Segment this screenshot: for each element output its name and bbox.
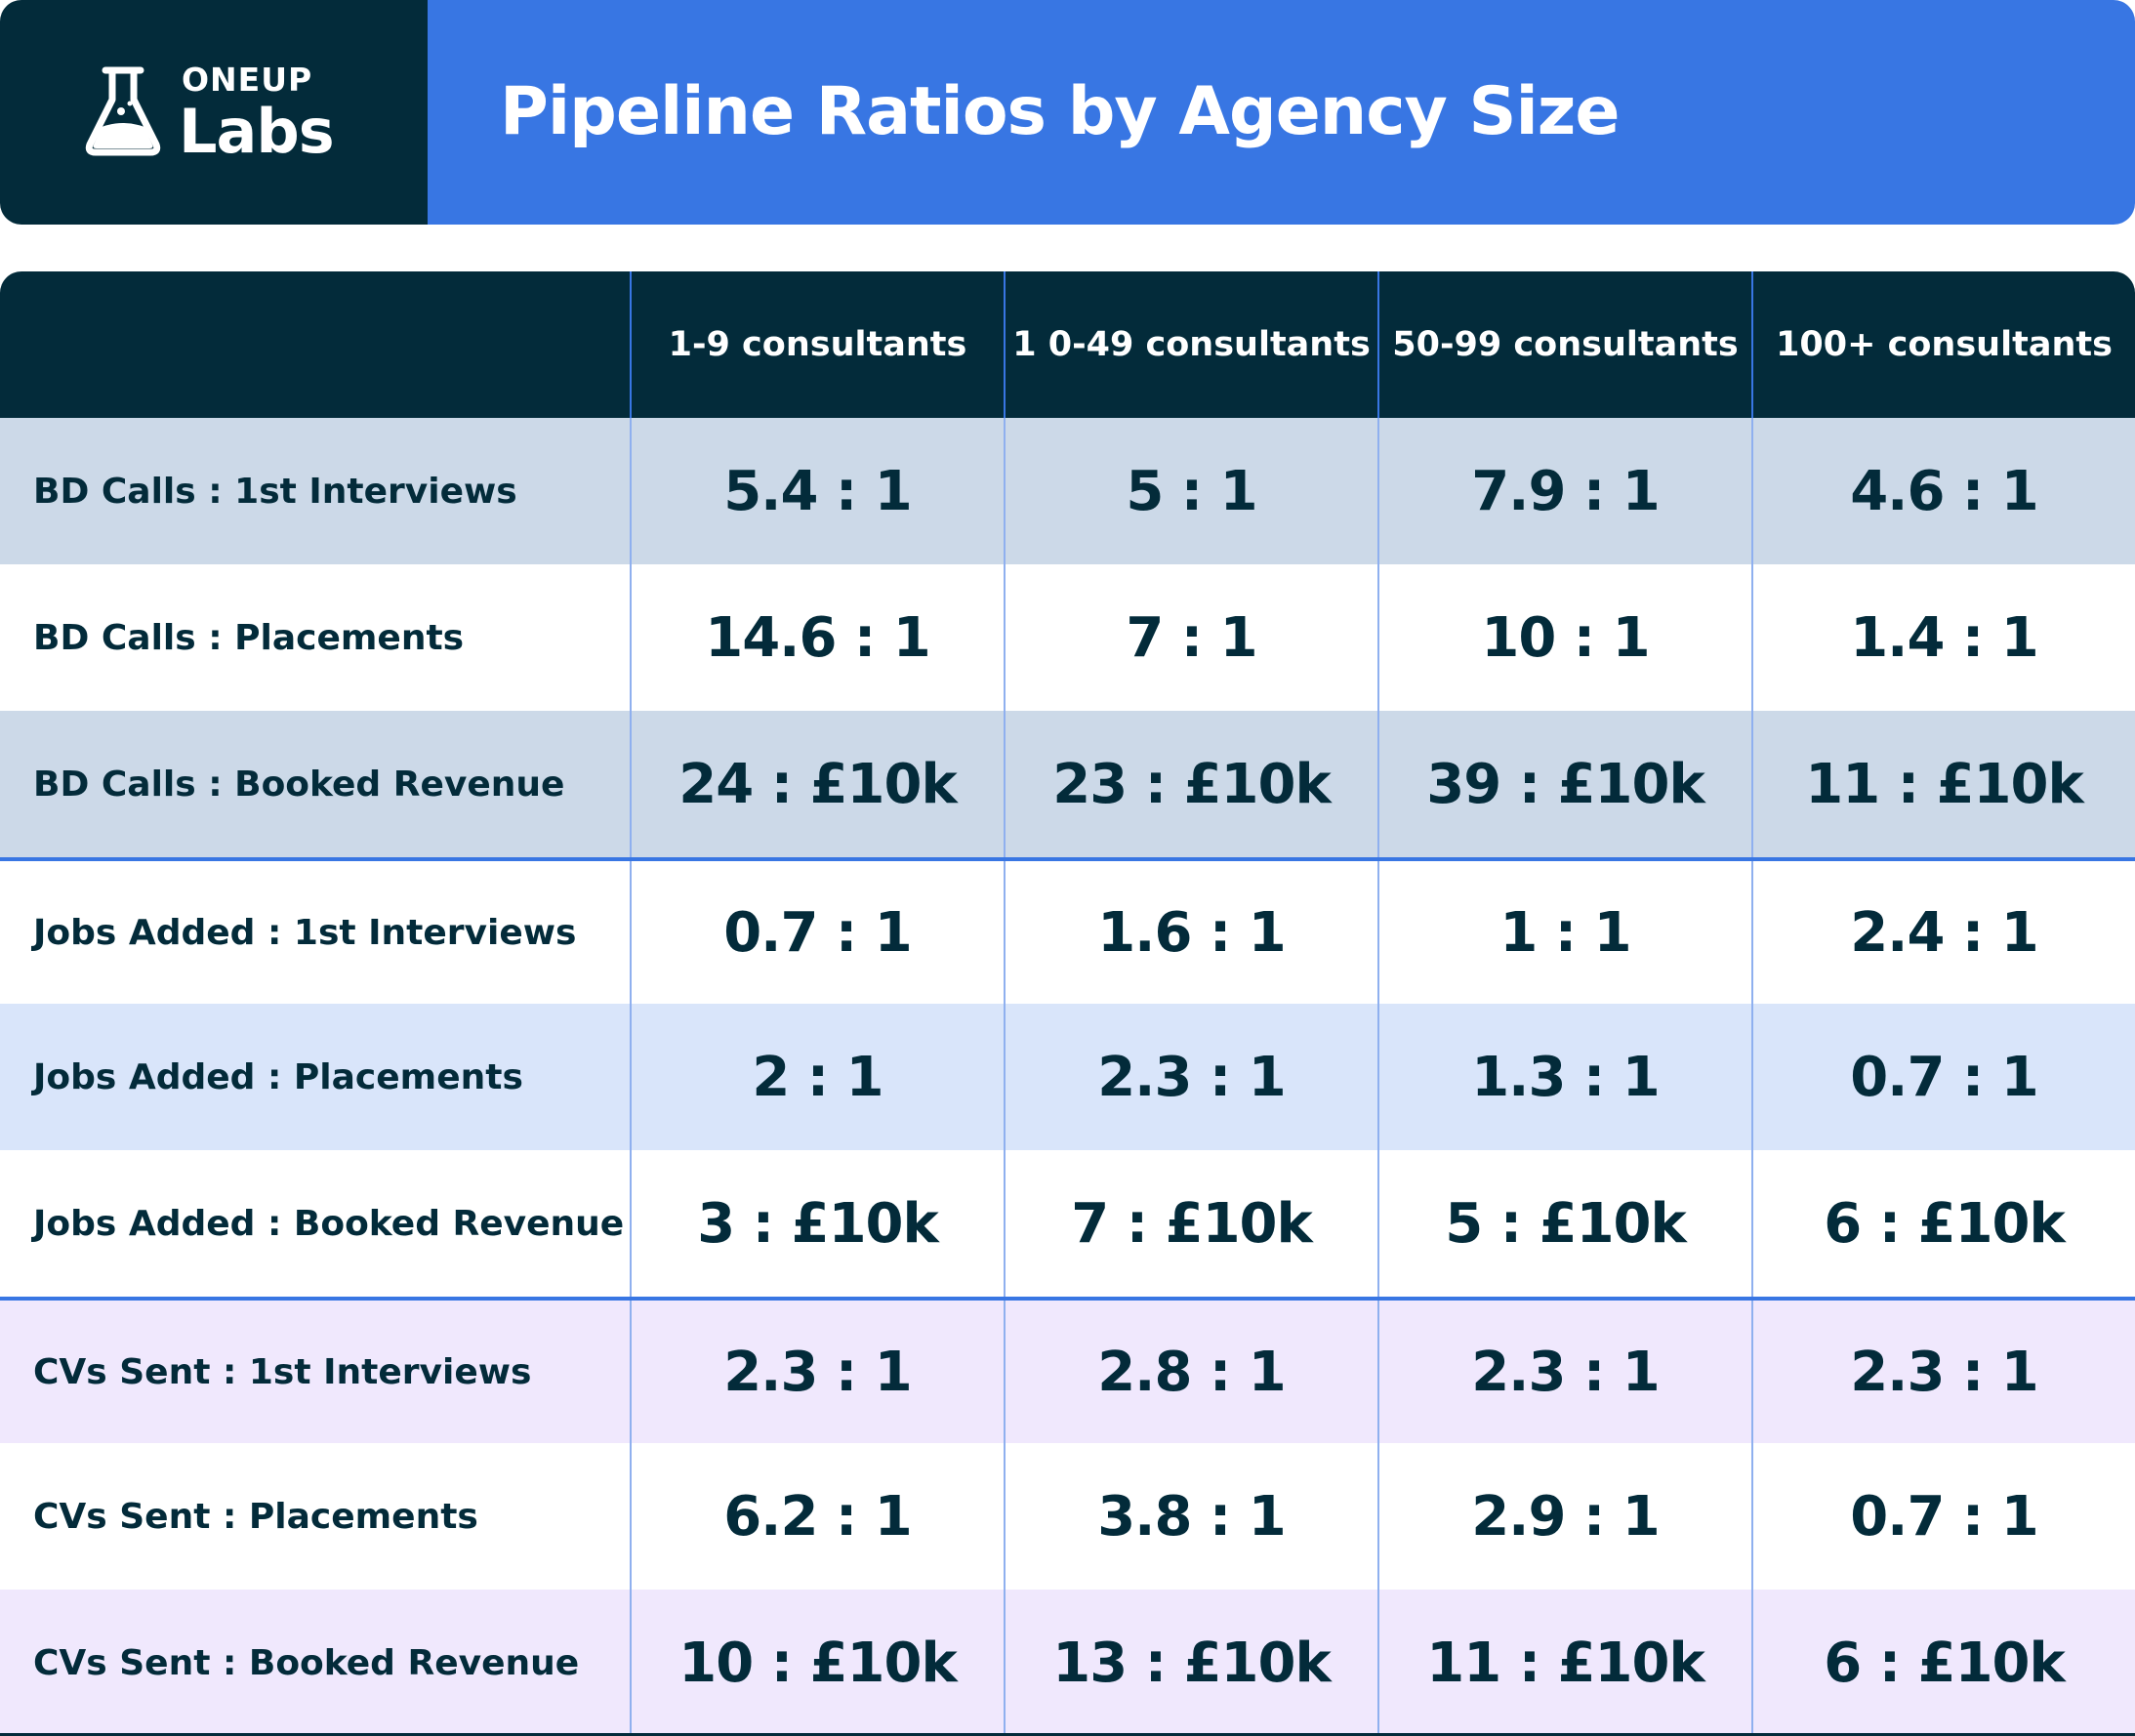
brand-top-text: ONEUP — [182, 61, 313, 99]
row-label: CVs Sent : Placements — [33, 1496, 478, 1537]
ratio-cell: 24 : £10k — [630, 711, 1004, 857]
title-bar: Pipeline Ratios by Agency Size — [428, 0, 2135, 225]
ratio-cell: 6 : £10k — [1751, 1590, 2135, 1736]
brand-logo: ONEUP Labs — [0, 0, 428, 225]
ratio-cell: 7 : £10k — [1004, 1150, 1377, 1297]
table-row: BD Calls : 1st Interviews 5.4 : 1 5 : 1 … — [0, 418, 2135, 564]
ratio-cell: 2.9 : 1 — [1377, 1443, 1751, 1590]
column-header-1-9: 1-9 consultants — [630, 271, 1004, 418]
row-label: Jobs Added : Booked Revenue — [33, 1203, 625, 1244]
ratio-cell: 7 : 1 — [1004, 564, 1377, 711]
ratio-cell: 3 : £10k — [630, 1150, 1004, 1297]
ratio-cell: 2.8 : 1 — [1004, 1301, 1377, 1443]
table-row: CVs Sent : Placements 6.2 : 1 3.8 : 1 2.… — [0, 1443, 2135, 1590]
column-header-10-49: 1 0-49 consultants — [1004, 271, 1377, 418]
row-label: CVs Sent : 1st Interviews — [33, 1351, 532, 1392]
ratio-cell: 10 : £10k — [630, 1590, 1004, 1736]
row-label: BD Calls : Placements — [33, 617, 465, 658]
ratio-cell: 2.3 : 1 — [1751, 1301, 2135, 1443]
ratio-cell: 23 : £10k — [1004, 711, 1377, 857]
page-title: Pipeline Ratios by Agency Size — [500, 73, 1620, 150]
brand-main-text: Labs — [179, 96, 335, 167]
ratio-cell: 1.3 : 1 — [1377, 1004, 1751, 1150]
ratio-cell: 2.3 : 1 — [1004, 1004, 1377, 1150]
row-label: Jobs Added : Placements — [33, 1056, 523, 1097]
row-label: Jobs Added : 1st Interviews — [33, 912, 577, 953]
table-row: Jobs Added : Placements 2 : 1 2.3 : 1 1.… — [0, 1004, 2135, 1150]
column-header-50-99: 50-99 consultants — [1377, 271, 1751, 418]
ratios-table: 1-9 consultants 1 0-49 consultants 50-99… — [0, 271, 2135, 1736]
ratio-cell: 2 : 1 — [630, 1004, 1004, 1150]
ratio-cell: 5.4 : 1 — [630, 418, 1004, 564]
ratio-cell: 13 : £10k — [1004, 1590, 1377, 1736]
ratio-cell: 0.7 : 1 — [1751, 1004, 2135, 1150]
ratio-cell: 7.9 : 1 — [1377, 418, 1751, 564]
table-row: BD Calls : Booked Revenue 24 : £10k 23 :… — [0, 711, 2135, 857]
ratio-cell: 2.3 : 1 — [1377, 1301, 1751, 1443]
ratio-cell: 5 : £10k — [1377, 1150, 1751, 1297]
row-label: CVs Sent : Booked Revenue — [33, 1642, 580, 1683]
table-row: BD Calls : Placements 14.6 : 1 7 : 1 10 … — [0, 564, 2135, 711]
column-header-100-plus: 100+ consultants — [1751, 271, 2135, 418]
ratio-cell: 5 : 1 — [1004, 418, 1377, 564]
header-banner: ONEUP Labs Pipeline Ratios by Agency Siz… — [0, 0, 2135, 225]
ratio-cell: 6.2 : 1 — [630, 1443, 1004, 1590]
flask-icon — [85, 66, 161, 156]
ratio-cell: 2.4 : 1 — [1751, 861, 2135, 1004]
ratio-cell: 10 : 1 — [1377, 564, 1751, 711]
table-row: CVs Sent : Booked Revenue 10 : £10k 13 :… — [0, 1590, 2135, 1736]
table-bottom-border — [0, 1733, 2135, 1736]
ratio-cell: 39 : £10k — [1377, 711, 1751, 857]
row-label: BD Calls : Booked Revenue — [33, 764, 565, 805]
ratio-cell: 11 : £10k — [1751, 711, 2135, 857]
ratio-cell: 14.6 : 1 — [630, 564, 1004, 711]
ratio-cell: 0.7 : 1 — [1751, 1443, 2135, 1590]
header-corner — [0, 271, 630, 418]
ratio-cell: 1.6 : 1 — [1004, 861, 1377, 1004]
table-header: 1-9 consultants 1 0-49 consultants 50-99… — [0, 271, 2135, 418]
ratio-cell: 4.6 : 1 — [1751, 418, 2135, 564]
table-row: CVs Sent : 1st Interviews 2.3 : 1 2.8 : … — [0, 1297, 2135, 1443]
row-label: BD Calls : 1st Interviews — [33, 471, 517, 512]
ratio-cell: 2.3 : 1 — [630, 1301, 1004, 1443]
ratio-cell: 6 : £10k — [1751, 1150, 2135, 1297]
ratio-cell: 11 : £10k — [1377, 1590, 1751, 1736]
ratio-cell: 1.4 : 1 — [1751, 564, 2135, 711]
table-row: Jobs Added : Booked Revenue 3 : £10k 7 :… — [0, 1150, 2135, 1297]
ratio-cell: 3.8 : 1 — [1004, 1443, 1377, 1590]
table-row: Jobs Added : 1st Interviews 0.7 : 1 1.6 … — [0, 857, 2135, 1004]
ratio-cell: 0.7 : 1 — [630, 861, 1004, 1004]
ratio-cell: 1 : 1 — [1377, 861, 1751, 1004]
